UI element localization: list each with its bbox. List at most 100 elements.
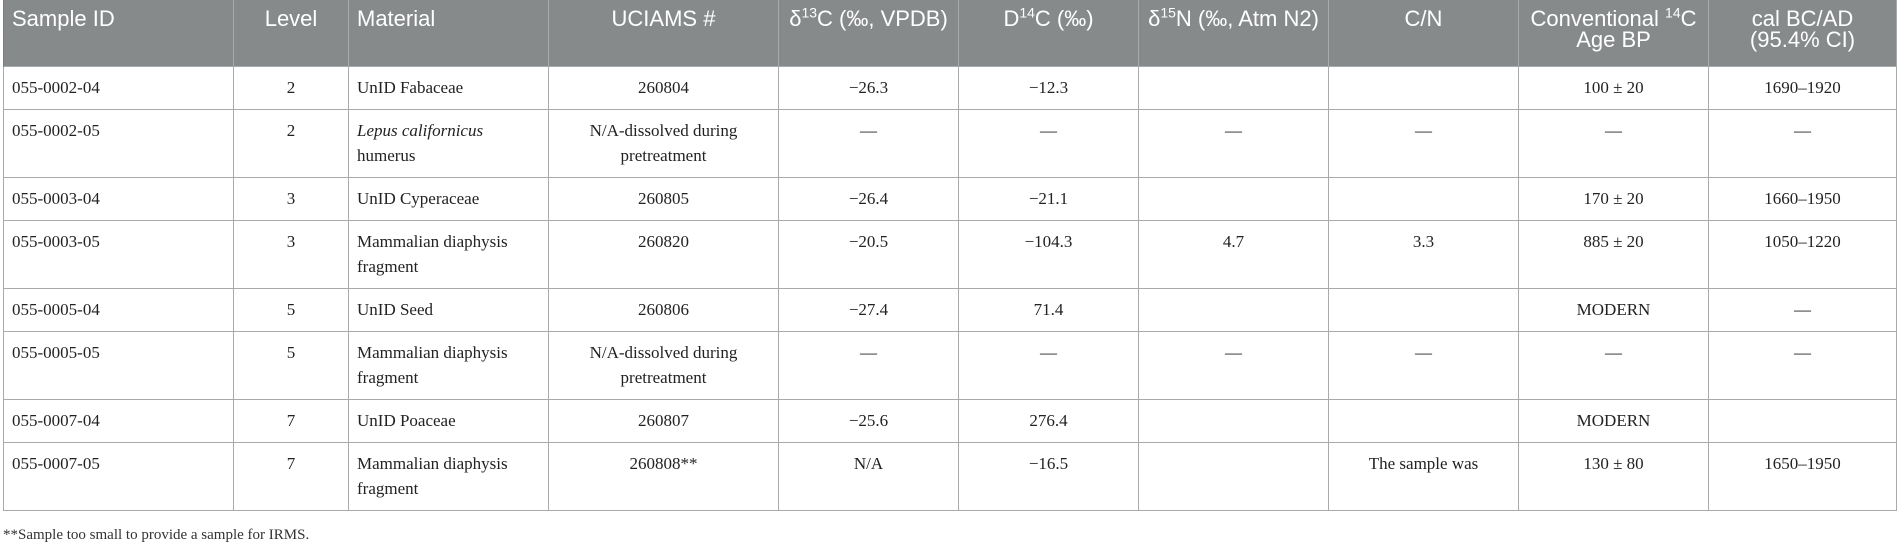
cell-level: 7 (233, 441, 349, 511)
cell-uciams: N/A-dissolved during pretreatment (548, 330, 779, 400)
cell-age: MODERN (1518, 287, 1709, 332)
cell-d13c: −25.6 (778, 398, 959, 443)
table-row: 055-0007-04 7 UnID Poaceae 260807 −25.6 … (3, 398, 1897, 443)
header-d15n: δ15N (‰, Atm N2) (1138, 0, 1329, 66)
cell-cn (1328, 398, 1519, 443)
cell-material: Lepus californicus humerus (348, 108, 549, 178)
table-row: 055-0005-05 5 Mammalian diaphysis fragme… (3, 330, 1897, 400)
cell-cn: — (1328, 108, 1519, 178)
cell-d14c: — (958, 108, 1139, 178)
cell-sample-id: 055-0007-05 (3, 441, 234, 511)
cell-material: UnID Seed (348, 287, 549, 332)
cell-material: UnID Poaceae (348, 398, 549, 443)
cell-level: 3 (233, 176, 349, 221)
cell-material: UnID Cyperaceae (348, 176, 549, 221)
table-row: 055-0002-04 2 UnID Fabaceae 260804 −26.3… (3, 65, 1897, 110)
cell-age: MODERN (1518, 398, 1709, 443)
table-footnote: **Sample too small to provide a sample f… (3, 527, 310, 543)
header-d14c: D14C (‰) (958, 0, 1139, 66)
cell-cal: 1650–1950 (1708, 441, 1897, 511)
header-d13c: δ13C (‰, VPDB) (778, 0, 959, 66)
cell-age: 885 ± 20 (1518, 219, 1709, 289)
cell-d14c: 71.4 (958, 287, 1139, 332)
cell-d13c: −26.3 (778, 65, 959, 110)
cell-d14c: −16.5 (958, 441, 1139, 511)
cell-uciams: 260807 (548, 398, 779, 443)
data-table: Sample ID Level Material UCIAMS # δ13C (… (3, 0, 1897, 511)
cell-age: — (1518, 330, 1709, 400)
cell-material: Mammalian diaphysis fragment (348, 330, 549, 400)
table-row: 055-0003-04 3 UnID Cyperaceae 260805 −26… (3, 176, 1897, 221)
cell-cn: — (1328, 330, 1519, 400)
header-age: Conventional 14C Age BP (1518, 0, 1709, 66)
cell-d15n: — (1138, 108, 1329, 178)
cell-age: 100 ± 20 (1518, 65, 1709, 110)
cell-d14c: −12.3 (958, 65, 1139, 110)
cell-uciams: 260804 (548, 65, 779, 110)
cell-age: 130 ± 80 (1518, 441, 1709, 511)
cell-level: 5 (233, 330, 349, 400)
header-level: Level (233, 0, 349, 66)
cell-level: 3 (233, 219, 349, 289)
cell-d13c: −20.5 (778, 219, 959, 289)
cell-d15n (1138, 441, 1329, 511)
header-material: Material (348, 0, 549, 66)
header-sample-id: Sample ID (3, 0, 234, 66)
cell-material: Mammalian diaphysis fragment (348, 441, 549, 511)
cell-d15n: 4.7 (1138, 219, 1329, 289)
cell-d15n (1138, 287, 1329, 332)
cell-d13c: — (778, 108, 959, 178)
cell-cal (1708, 398, 1897, 443)
cell-cn (1328, 65, 1519, 110)
header-cn: C/N (1328, 0, 1519, 66)
table-row: 055-0005-04 5 UnID Seed 260806 −27.4 71.… (3, 287, 1897, 332)
cell-sample-id: 055-0005-05 (3, 330, 234, 400)
cell-cal: — (1708, 108, 1897, 178)
cell-cn (1328, 287, 1519, 332)
cell-uciams: 260806 (548, 287, 779, 332)
cell-cn (1328, 176, 1519, 221)
cell-d14c: 276.4 (958, 398, 1139, 443)
cell-cal: 1050–1220 (1708, 219, 1897, 289)
cell-sample-id: 055-0002-04 (3, 65, 234, 110)
cell-d15n (1138, 398, 1329, 443)
cell-d13c: −27.4 (778, 287, 959, 332)
cell-d14c: −104.3 (958, 219, 1139, 289)
header-cal: cal BC/AD (95.4% CI) (1708, 0, 1897, 66)
cell-sample-id: 055-0002-05 (3, 108, 234, 178)
cell-d15n (1138, 65, 1329, 110)
cell-material: UnID Fabaceae (348, 65, 549, 110)
cell-cn: 3.3 (1328, 219, 1519, 289)
cell-uciams: 260805 (548, 176, 779, 221)
cell-cal: — (1708, 287, 1897, 332)
table-row: 055-0007-05 7 Mammalian diaphysis fragme… (3, 441, 1897, 511)
cell-age: — (1518, 108, 1709, 178)
cell-d14c: −21.1 (958, 176, 1139, 221)
header-row: Sample ID Level Material UCIAMS # δ13C (… (3, 0, 1897, 66)
table-row: 055-0003-05 3 Mammalian diaphysis fragme… (3, 219, 1897, 289)
cell-level: 2 (233, 65, 349, 110)
cell-d15n: — (1138, 330, 1329, 400)
cell-sample-id: 055-0003-04 (3, 176, 234, 221)
cell-d13c: −26.4 (778, 176, 959, 221)
cell-cn: The sample was (1328, 441, 1519, 511)
cell-cal: 1660–1950 (1708, 176, 1897, 221)
cell-level: 7 (233, 398, 349, 443)
cell-cal: 1690–1920 (1708, 65, 1897, 110)
cell-uciams: 260808** (548, 441, 779, 511)
table-row: 055-0002-05 2 Lepus californicus humerus … (3, 108, 1897, 178)
cell-d13c: — (778, 330, 959, 400)
header-uciams: UCIAMS # (548, 0, 779, 66)
cell-d15n (1138, 176, 1329, 221)
cell-d13c: N/A (778, 441, 959, 511)
cell-sample-id: 055-0007-04 (3, 398, 234, 443)
cell-sample-id: 055-0003-05 (3, 219, 234, 289)
cell-level: 5 (233, 287, 349, 332)
cell-sample-id: 055-0005-04 (3, 287, 234, 332)
cell-uciams: 260820 (548, 219, 779, 289)
cell-age: 170 ± 20 (1518, 176, 1709, 221)
cell-uciams: N/A-dissolved during pretreatment (548, 108, 779, 178)
cell-cal: — (1708, 330, 1897, 400)
cell-d14c: — (958, 330, 1139, 400)
cell-material: Mammalian diaphysis fragment (348, 219, 549, 289)
